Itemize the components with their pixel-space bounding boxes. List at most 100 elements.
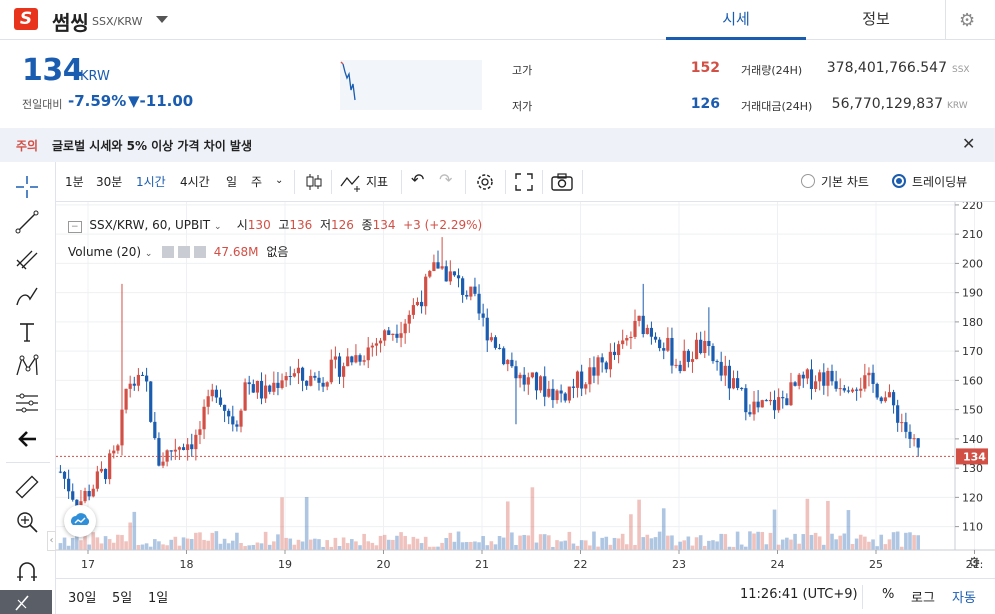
volume-bar	[863, 536, 867, 550]
legend-high: 136	[289, 218, 313, 232]
candle-body	[756, 401, 760, 408]
candle-body	[227, 410, 231, 417]
volume-bar	[817, 536, 822, 550]
range-1d[interactable]: 1일	[148, 591, 169, 606]
sparkline-svg	[340, 61, 356, 101]
indicators-icon[interactable]	[339, 172, 363, 192]
volume-bar	[637, 499, 641, 550]
chevron-down-icon[interactable]: ⌄	[144, 249, 153, 259]
divider	[862, 585, 863, 609]
indicators-label[interactable]: 지표	[366, 175, 389, 189]
candle-body	[916, 438, 920, 448]
tab-info[interactable]: 정보	[862, 10, 890, 28]
chevron-down-icon[interactable]: ⌄	[213, 222, 222, 232]
coin-pair[interactable]: SSX/KRW	[92, 15, 143, 28]
clock-time[interactable]: 11:26:41 (UTC+9)	[740, 587, 858, 602]
volume-bar	[596, 546, 600, 550]
gear-icon[interactable]: ⚙	[959, 10, 976, 31]
interval-week[interactable]: 주	[251, 175, 263, 189]
legend-symbol[interactable]: SSX/KRW, 60, UPBIT	[89, 218, 211, 232]
log-toggle[interactable]: 로그	[911, 591, 935, 606]
basic-chart-radio[interactable]	[801, 174, 815, 188]
zoom-in-icon[interactable]	[14, 509, 40, 535]
candle-body	[485, 317, 489, 341]
interval-1m[interactable]: 1분	[65, 175, 84, 189]
interval-1h[interactable]: 1시간	[136, 175, 166, 189]
close-icon[interactable]	[193, 246, 206, 258]
tradingview-radio[interactable]	[892, 174, 906, 188]
candle-body	[649, 327, 654, 337]
volume-bar	[304, 497, 309, 550]
fullscreen-icon[interactable]	[514, 172, 534, 192]
change-percent: -7.59%	[68, 92, 127, 110]
collapse-icon[interactable]: −	[68, 221, 82, 233]
candle-body	[588, 367, 592, 385]
collapse-handle[interactable]: ‹	[47, 531, 56, 551]
redo-icon[interactable]: ↷	[439, 170, 453, 189]
close-icon[interactable]: ✕	[962, 134, 976, 153]
brush-icon[interactable]	[14, 283, 40, 309]
prediction-icon[interactable]	[14, 390, 40, 416]
volume-bar	[247, 545, 252, 550]
volume-bar	[887, 539, 892, 550]
y-tick-label: 180	[962, 316, 983, 329]
tradingview-label[interactable]: 트레이딩뷰	[912, 175, 968, 189]
interval-4h[interactable]: 4시간	[180, 175, 210, 189]
candle-body	[797, 374, 801, 386]
volume-bar	[649, 538, 654, 550]
undo-icon[interactable]: ↶	[411, 170, 425, 189]
chart-settings-icon[interactable]	[474, 171, 496, 193]
pencil-lock-button[interactable]	[0, 590, 52, 614]
fib-lines-icon[interactable]	[14, 246, 40, 272]
candle-body	[325, 382, 329, 387]
divider	[6, 462, 50, 463]
chart-bottom-bar: 30일 5일 1일 11:26:41 (UTC+9) % 로그 자동	[56, 578, 995, 614]
crosshair-icon[interactable]	[14, 174, 40, 200]
arrow-left-icon[interactable]	[14, 426, 40, 452]
chevron-down-icon[interactable]	[156, 16, 168, 23]
candle-style-icon[interactable]	[304, 172, 324, 192]
volume-bar	[756, 531, 760, 550]
eye-icon[interactable]	[162, 246, 175, 258]
axis-settings-gear-icon[interactable]: ⚙	[968, 555, 981, 571]
ruler-icon[interactable]	[14, 474, 40, 500]
volume-unit: SSX	[952, 65, 970, 75]
volume-bar	[124, 541, 128, 550]
volume-bar	[308, 539, 313, 550]
volume-value: 378,401,766.547	[826, 60, 947, 76]
change-label: 전일대비	[22, 98, 63, 111]
candle-body	[514, 366, 518, 379]
volume-bar	[292, 544, 297, 550]
range-5d[interactable]: 5일	[112, 591, 133, 606]
pattern-icon[interactable]	[14, 353, 40, 379]
interval-day[interactable]: 일	[226, 175, 238, 189]
volume-bar	[95, 537, 100, 550]
trend-line-icon[interactable]	[14, 209, 40, 235]
chevron-down-icon[interactable]: ⌄	[275, 175, 284, 186]
coin-name[interactable]: 썸씽	[52, 11, 89, 35]
y-tick-label: 170	[962, 345, 983, 358]
text-tool-icon[interactable]	[14, 319, 40, 345]
basic-chart-label[interactable]: 기본 차트	[821, 175, 869, 189]
candle-body	[444, 266, 448, 282]
settings-icon[interactable]	[178, 246, 191, 258]
volume-legend-label[interactable]: Volume (20)	[68, 245, 142, 259]
volume-bar	[661, 508, 666, 550]
range-30d[interactable]: 30일	[68, 591, 97, 606]
percent-toggle[interactable]: %	[882, 587, 895, 602]
camera-icon[interactable]	[550, 172, 574, 192]
notice-banner: 주의 글로벌 시세와 5% 이상 가격 차이 발생 ✕	[0, 128, 995, 162]
magnet-icon[interactable]	[14, 559, 40, 585]
auto-toggle[interactable]: 자동	[952, 591, 976, 606]
tab-price[interactable]: 시세	[666, 0, 806, 40]
interval-30m[interactable]: 30분	[96, 175, 123, 189]
candle-body	[867, 372, 871, 376]
tradingview-logo[interactable]	[64, 505, 96, 537]
candlestick-chart[interactable]: 110120130140150160170180190200210220134 …	[56, 202, 995, 578]
candle-body	[264, 385, 268, 399]
volume-bar	[214, 531, 219, 550]
volume-bar	[505, 501, 510, 550]
candle-body	[276, 382, 280, 388]
candle-body	[177, 447, 182, 450]
candle-body	[748, 412, 752, 415]
